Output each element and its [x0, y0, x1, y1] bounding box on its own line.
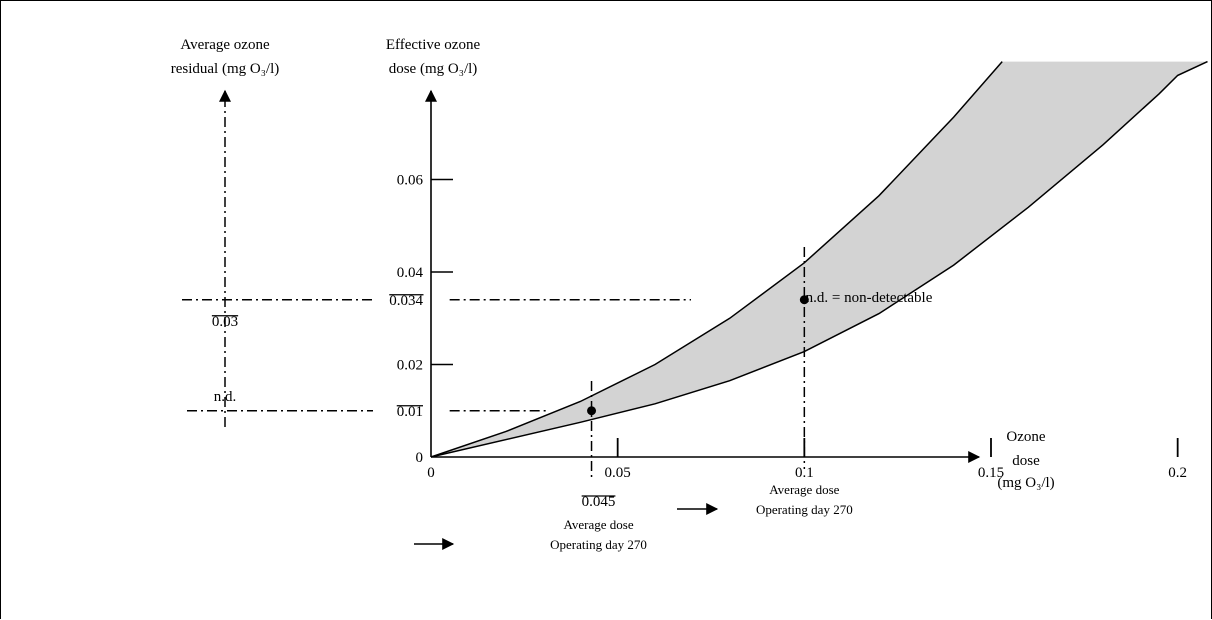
y-axis-label-line-2: dose (mg O₃/l): [389, 61, 478, 77]
residual-axis-label-line-2: residual (mg O₃/l): [171, 61, 280, 77]
data-point: [587, 406, 597, 416]
x-tick-label: 0.05: [605, 465, 631, 481]
y-tick-label: 0: [416, 450, 424, 466]
effective-dose-label-0.034: 0.034: [389, 293, 423, 309]
note-average-dose-1: Average dose: [563, 517, 633, 532]
y-axis-label-line-1: Effective ozone: [386, 37, 481, 53]
lower-curve: [430, 60, 1208, 458]
note-average-dose-2: Average dose: [769, 482, 839, 497]
residual-axis-label-line-1: Average ozone: [180, 37, 270, 53]
shaded-band: [431, 61, 1208, 457]
x-axis-label-line-1: Ozone: [1006, 429, 1045, 445]
y-tick-label: 0.02: [397, 358, 423, 374]
x-tick-label: 0: [427, 465, 435, 481]
upper-curve: [430, 61, 1003, 458]
x-tick-label: 0.15: [978, 465, 1004, 481]
y-tick-label: 0.04: [397, 265, 424, 281]
data-point: [799, 295, 809, 305]
residual-label-0.03: 0.03: [212, 314, 238, 330]
x-axis-label-line-3: (mg O₃/l): [997, 475, 1054, 491]
x-tick-label: 0.1: [795, 465, 814, 481]
residual-label-nd: n.d.: [214, 389, 237, 405]
non-detectable-note: n.d. = non-detectable: [806, 290, 933, 306]
note-operating-day-1: Operating day 270: [550, 537, 647, 552]
dose-label-0.045: 0.045: [582, 494, 616, 510]
x-axis-label-line-2: dose: [1012, 453, 1040, 469]
y-tick-label: 0.06: [397, 173, 424, 189]
effective-dose-label-0.01: 0.01: [397, 404, 423, 420]
x-tick-label: 0.2: [1168, 465, 1187, 481]
note-operating-day-2: Operating day 270: [756, 502, 853, 517]
